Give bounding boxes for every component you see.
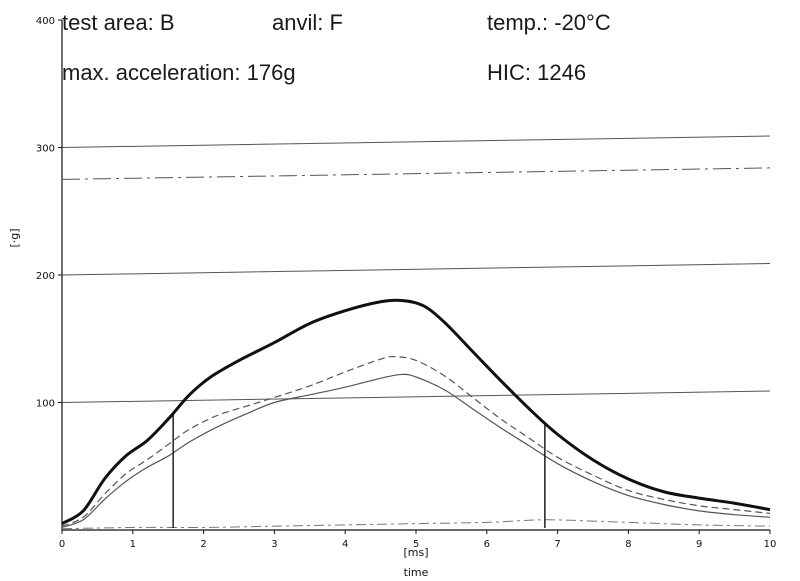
reference-line-3 [61,167,771,180]
reference-line-0 [61,390,771,403]
series-line-thick-solid [61,298,771,525]
series-line-thin-solid [61,373,771,529]
x-tick-label-4: 4 [342,539,348,550]
y-tick-label-3: 400 [36,16,55,27]
x-tick-label-6: 6 [484,539,490,550]
x-tick-label-3: 3 [271,539,277,550]
x-axis-label: time [404,566,429,579]
x-tick-label-1: 1 [130,539,136,550]
x-tick-label-10: 10 [764,539,777,550]
x-tick-label-7: 7 [554,539,560,550]
x-tick-label-9: 9 [696,539,702,550]
reference-line-1 [61,263,771,276]
y-tick-label-2: 300 [36,144,55,155]
x-tick-label-8: 8 [625,539,631,550]
x-tick-label-2: 2 [200,539,206,550]
y-tick-label-0: 100 [36,399,55,410]
y-axis-label: [·g] [8,228,21,247]
reference-line-2 [61,135,771,148]
test-area-label: test area: B [62,10,175,35]
x-tick-label-5: 5 [413,539,419,550]
y-tick-label-1: 200 [36,271,55,282]
x-tick-label-0: 0 [59,539,65,550]
hic-label: HIC: 1246 [487,60,587,85]
max-acceleration-label: max. acceleration: 176g [62,60,296,85]
anvil-label: anvil: F [272,10,343,35]
x-axis-unit: [ms] [403,546,428,559]
temperature-label: temp.: -20°C [487,10,611,35]
series-line-baseline [61,519,771,530]
series-line-dashed [61,355,771,527]
